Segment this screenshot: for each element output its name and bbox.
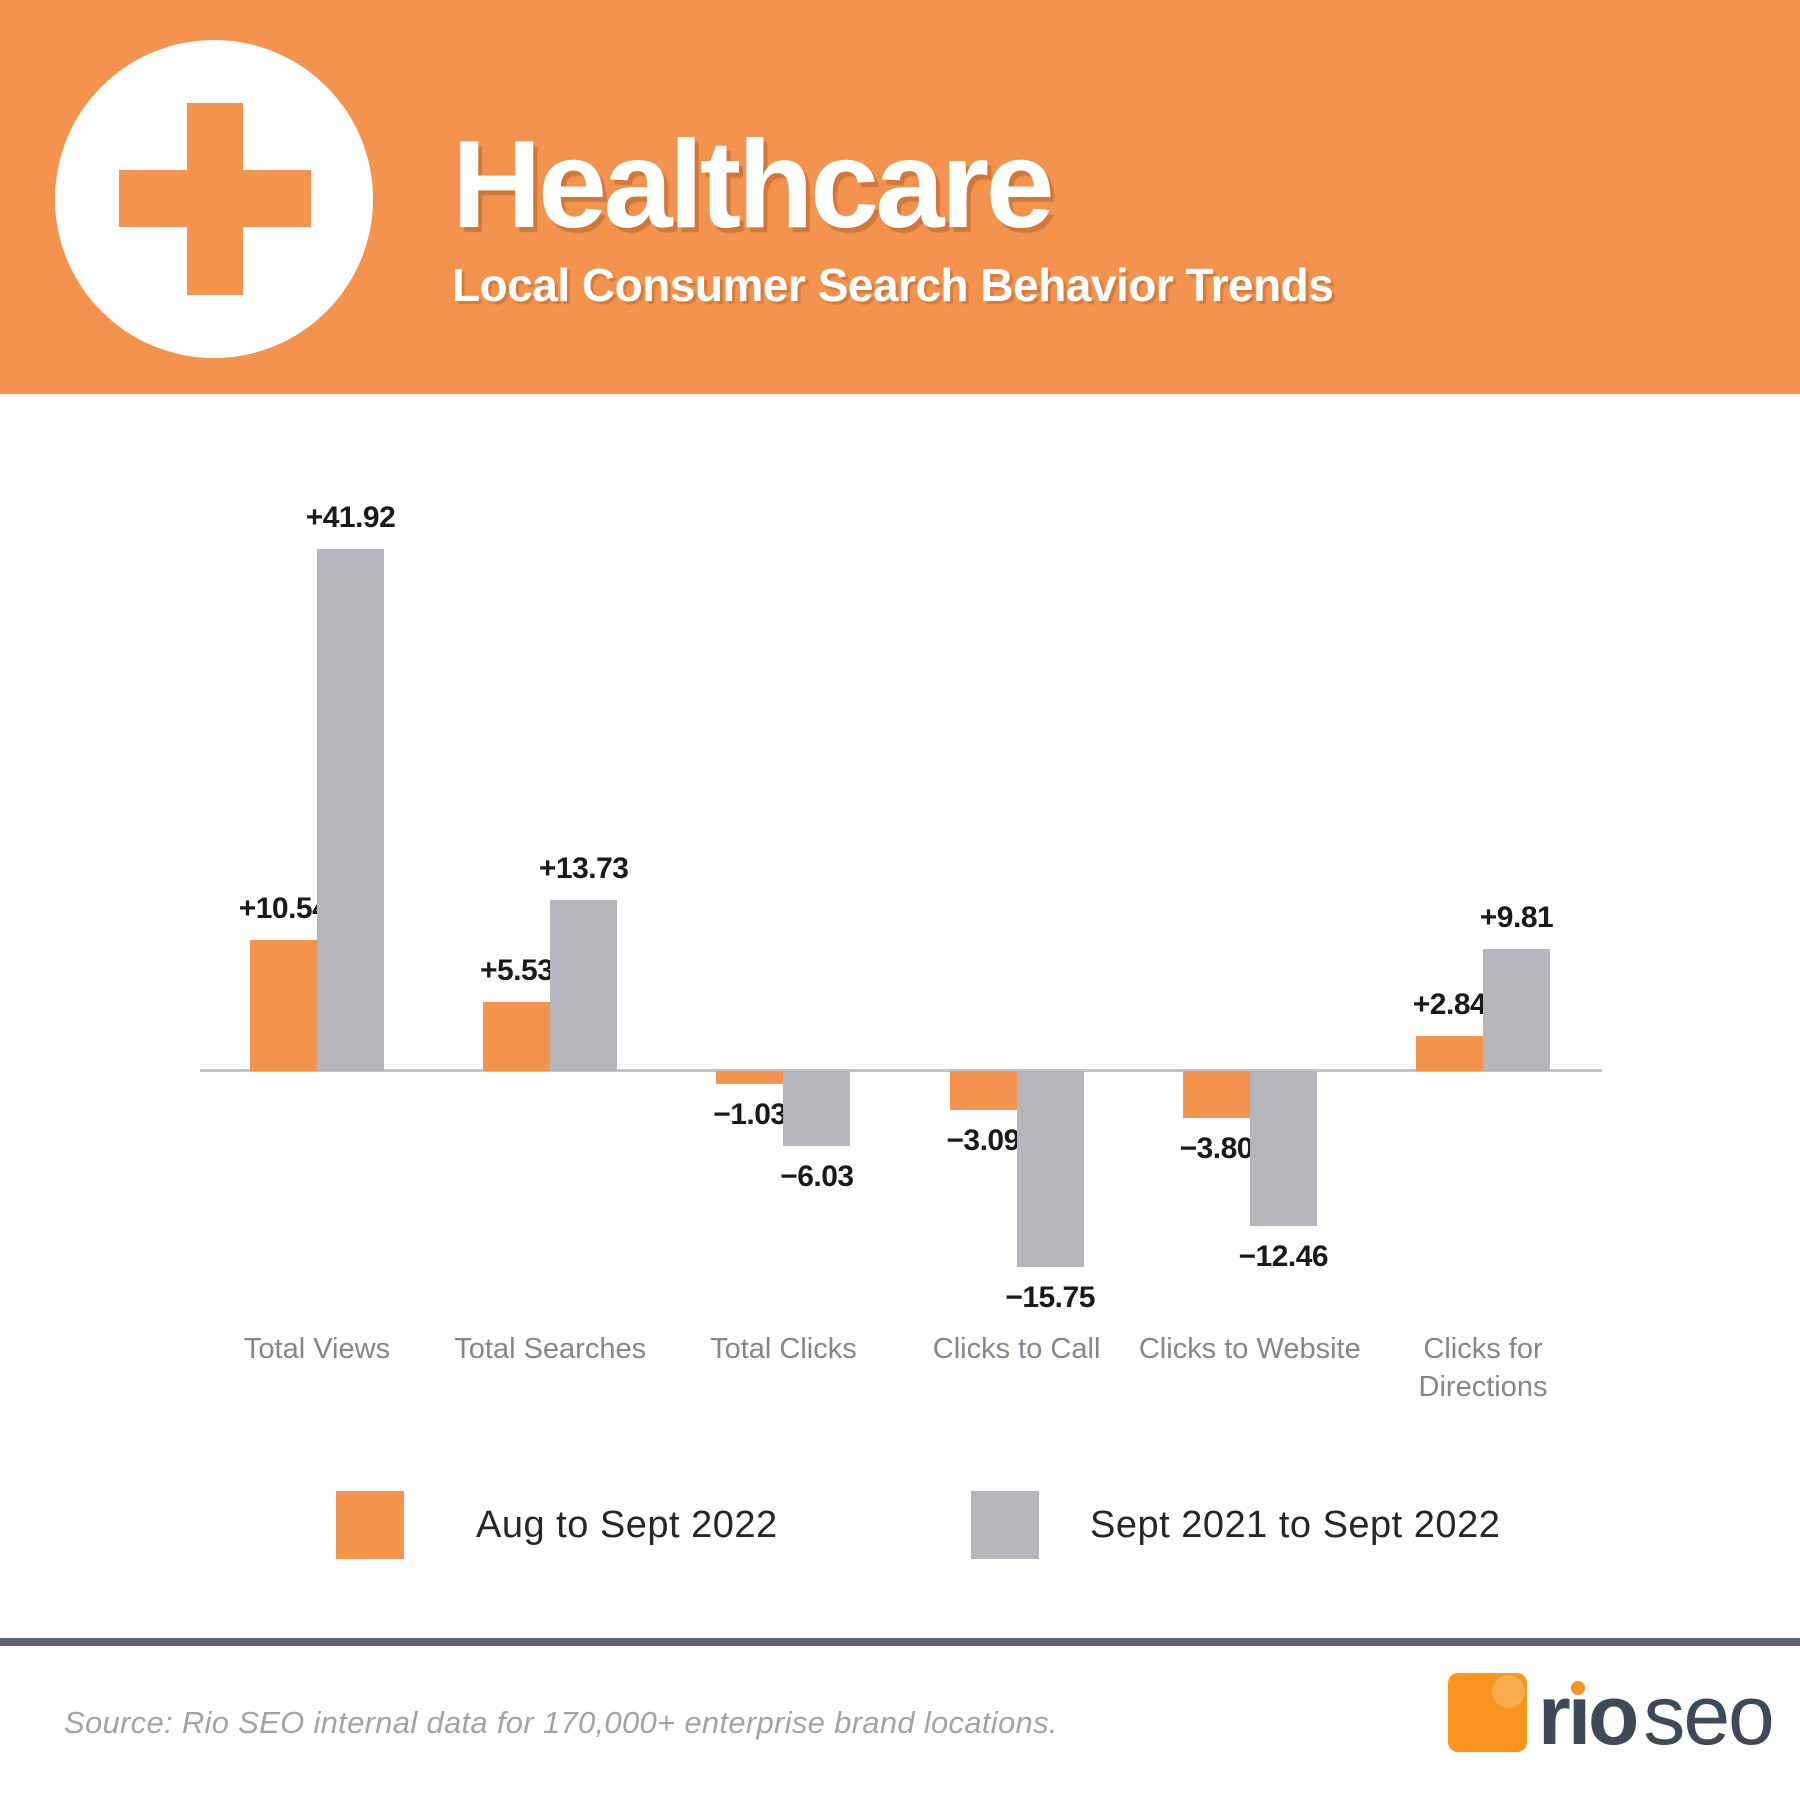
medical-cross-icon (55, 40, 373, 358)
footer-divider (0, 1638, 1800, 1646)
legend-swatch-sept-2021-to-sept-2022 (971, 1491, 1039, 1559)
rio-seo-logo: rıo seo (1448, 1673, 1778, 1763)
value-label-sept-2021-to-sept-2022-total-clicks: −6.03 (780, 1160, 854, 1194)
bar-aug-to-sept-2022-total-clicks (716, 1071, 784, 1084)
bar-aug-to-sept-2022-clicks-to-call (949, 1071, 1017, 1110)
value-label-sept-2021-to-sept-2022-total-views: +41.92 (305, 501, 396, 535)
bar-aug-to-sept-2022-clicks-to-website (1182, 1071, 1250, 1119)
category-label-total-views: Total Views (243, 1333, 391, 1365)
category-label-clicks-to-website: Clicks to Website (1138, 1333, 1361, 1365)
category-label-total-clicks: Total Clicks (710, 1333, 857, 1365)
bar-aug-to-sept-2022-clicks-for-directions (1416, 1035, 1483, 1072)
source-note: Source: Rio SEO internal data for 170,00… (64, 1705, 1058, 1740)
value-label-aug-to-sept-2022-total-clicks: −1.03 (713, 1097, 787, 1131)
page-title: Healthcare (452, 116, 1055, 254)
legend-swatch-aug-to-sept-2022 (336, 1491, 404, 1559)
x-axis-baseline (200, 1069, 1602, 1072)
page-subtitle: Local Consumer Search Behavior Trends (452, 259, 1334, 311)
value-label-sept-2021-to-sept-2022-clicks-to-website: −12.46 (1238, 1240, 1329, 1274)
bar-aug-to-sept-2022-total-searches (483, 1002, 551, 1071)
bar-sept-2021-to-sept-2022-clicks-to-call (1016, 1071, 1084, 1268)
value-label-sept-2021-to-sept-2022-clicks-to-call: −15.75 (1005, 1281, 1095, 1315)
value-label-sept-2021-to-sept-2022-clicks-for-directions: +9.81 (1479, 900, 1554, 934)
logo-text-rio: rıo (1538, 1668, 1639, 1762)
rio-seo-logo-mark (1448, 1673, 1527, 1752)
category-label-clicks-for-directions: Clicks for Directions (1418, 1333, 1548, 1403)
rio-seo-logo-text: rıo seo (1538, 1673, 1775, 1757)
bar-aug-to-sept-2022-total-views (250, 939, 317, 1071)
value-label-aug-to-sept-2022-total-searches: +5.53 (479, 954, 554, 988)
legend-label-aug-to-sept-2022: Aug to Sept 2022 (476, 1504, 778, 1546)
header-banner: Healthcare Local Consumer Search Behavio… (0, 0, 1800, 394)
logo-text-seo: seo (1643, 1668, 1774, 1762)
medical-cross-horizontal-bar (119, 170, 311, 227)
value-label-aug-to-sept-2022-clicks-to-call: −3.09 (946, 1123, 1020, 1157)
value-label-aug-to-sept-2022-total-views: +10.54 (238, 891, 329, 925)
category-label-clicks-to-call: Clicks to Call (932, 1333, 1101, 1365)
value-label-aug-to-sept-2022-clicks-to-website: −3.80 (1179, 1132, 1254, 1166)
logo-mark-highlight-circle (1492, 1675, 1525, 1708)
bar-sept-2021-to-sept-2022-clicks-to-website (1249, 1071, 1317, 1227)
legend-label-sept-2021-to-sept-2022: Sept 2021 to Sept 2022 (1090, 1504, 1501, 1546)
value-label-sept-2021-to-sept-2022-total-searches: +13.73 (538, 852, 629, 886)
bar-sept-2021-to-sept-2022-total-searches (550, 900, 618, 1071)
category-label-total-searches: Total Searches (454, 1333, 647, 1365)
bar-sept-2021-to-sept-2022-total-clicks (783, 1071, 851, 1147)
bar-sept-2021-to-sept-2022-total-views (317, 549, 384, 1071)
value-label-aug-to-sept-2022-clicks-for-directions: +2.84 (1412, 987, 1487, 1021)
bar-sept-2021-to-sept-2022-clicks-for-directions (1483, 948, 1550, 1071)
logo-i-dot (1571, 1681, 1585, 1695)
bar-chart: +10.54 +41.92 Total Views +5.53 +13.73 Total … (0, 394, 1800, 1464)
